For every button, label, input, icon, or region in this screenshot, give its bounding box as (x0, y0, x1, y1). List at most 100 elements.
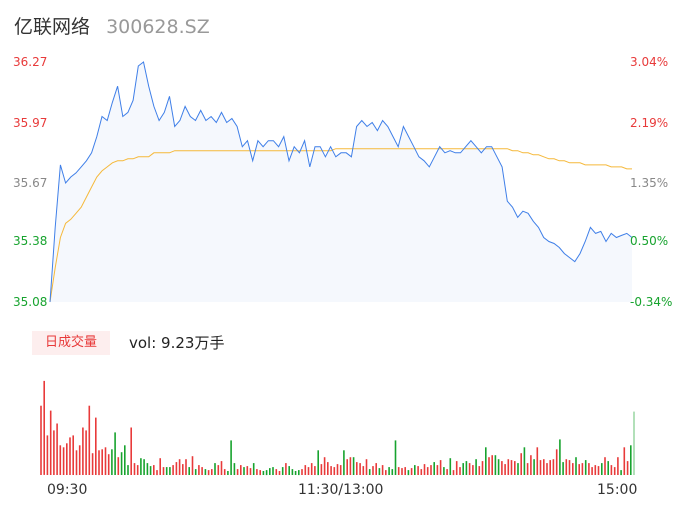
volume-bar (481, 461, 484, 475)
volume-bar (178, 459, 181, 475)
volume-bar (278, 471, 281, 475)
volume-bar (198, 465, 200, 475)
volume-bar (549, 460, 551, 475)
volume-bar (156, 470, 158, 476)
volume-bar (430, 465, 432, 475)
volume-bar (143, 459, 145, 475)
time-label-midday: 11:30/13:00 (298, 482, 384, 498)
volume-bar (107, 454, 110, 475)
volume-bar (630, 445, 632, 475)
volume-bar (507, 459, 510, 475)
volume-bar (294, 471, 297, 475)
price-line (49, 61, 633, 303)
price-tick-label: 35.67 (13, 176, 48, 190)
volume-bar (59, 445, 62, 475)
volume-bar (291, 469, 294, 475)
volume-bar (607, 461, 609, 475)
volume-bar (385, 470, 387, 476)
volume-bar (346, 459, 348, 475)
volume-bar (623, 447, 626, 475)
volume-bar (301, 469, 303, 475)
volume-bar (256, 469, 258, 475)
volume-bar (530, 455, 532, 475)
volume-bar (69, 437, 71, 475)
volume-bar (159, 458, 161, 475)
volume-bar (436, 465, 439, 475)
volume-bar (304, 465, 307, 475)
volume-bar (572, 463, 574, 475)
volume-bar (66, 443, 68, 475)
daily-volume-tab[interactable]: 日成交量 (32, 331, 110, 355)
volume-bar (104, 447, 107, 475)
volume-bar (201, 467, 203, 475)
volume-bar (520, 453, 522, 475)
volume-bar (446, 469, 448, 475)
volume-bar (75, 450, 78, 476)
volume-bar (191, 456, 194, 475)
volume-bar (536, 447, 539, 475)
volume-bar (475, 459, 477, 475)
volume-bar (310, 463, 313, 475)
volume-bar (149, 466, 152, 475)
volume-bar (426, 467, 429, 475)
volume-bar (349, 457, 352, 475)
volume-bar (352, 457, 355, 475)
time-label-close: 15:00 (597, 482, 638, 498)
volume-bar (172, 465, 174, 475)
volume-bar (543, 459, 545, 475)
volume-bar (133, 463, 136, 475)
volume-bar (465, 461, 468, 475)
volume-bar (423, 464, 426, 475)
volume-bar (249, 468, 252, 475)
volume-bar (559, 439, 561, 475)
volume-bar (372, 466, 374, 475)
volume-bar (323, 457, 326, 475)
volume-bar (468, 463, 471, 475)
volume-bar (153, 465, 155, 475)
volume-bar (117, 457, 120, 475)
volume-bar (162, 467, 165, 475)
volume-bar (510, 460, 513, 475)
volume-bar (404, 467, 406, 475)
volume-bar (575, 457, 577, 475)
volume-bar (269, 468, 271, 475)
volume-bar (397, 467, 400, 475)
volume-bar (375, 463, 377, 475)
volume-bar (85, 430, 87, 475)
volume-bar (233, 463, 236, 475)
volume-bar (555, 449, 558, 475)
volume-bar (459, 467, 461, 475)
volume-bar (46, 435, 49, 475)
volume-bar (62, 447, 65, 475)
volume-bar (120, 452, 123, 475)
price-tick-label: 35.08 (13, 295, 48, 309)
volume-bar (420, 469, 423, 475)
percent-tick-label: 3.04% (630, 55, 669, 69)
volume-bar (285, 463, 287, 475)
stock-name: 亿联网络 (14, 16, 91, 38)
volume-bar (272, 467, 274, 475)
volume-bar (262, 471, 265, 475)
volume-bar (265, 470, 268, 476)
volume-bar (82, 427, 84, 475)
volume-bar (339, 465, 342, 475)
volume-bar (633, 411, 635, 475)
price-tick-label: 35.97 (13, 115, 48, 130)
volume-bar (236, 469, 239, 475)
volume-bar (281, 467, 284, 475)
time-label-open: 09:30 (47, 482, 88, 498)
volume-bar (601, 463, 603, 475)
volume-bar (455, 461, 458, 475)
volume-bar (259, 470, 261, 476)
volume-bar (227, 471, 229, 475)
volume-bar (72, 435, 74, 475)
volume-bar (581, 463, 584, 475)
volume-bar (130, 427, 132, 475)
volume-bar (124, 445, 126, 475)
price-tick-label: 35.38 (13, 234, 48, 249)
volume-bar (204, 469, 207, 475)
volume-bar (146, 463, 149, 475)
volume-bar (568, 460, 571, 475)
volume-bar (43, 380, 45, 475)
volume-bar (594, 465, 597, 475)
